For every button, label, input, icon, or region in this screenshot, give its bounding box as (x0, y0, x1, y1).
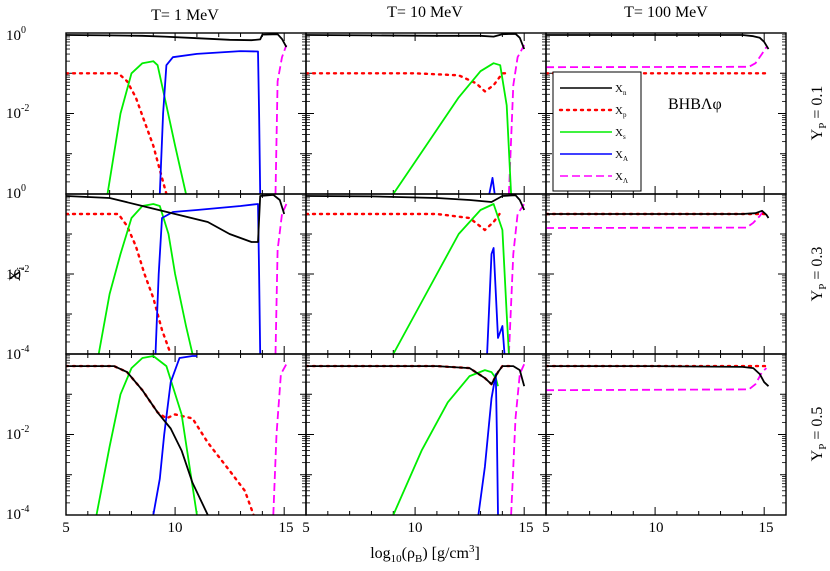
eos-label: BHBΛφ (668, 96, 722, 113)
x-tick-col3-5: 5 (542, 520, 550, 536)
series-line-Xs (106, 60, 187, 194)
y-tick-labels: 100 10-2 100 10-2 10-4 10-2 10-4 (6, 25, 29, 523)
series-line-Xs (97, 203, 194, 354)
panel-t10-yp01 (305, 32, 547, 195)
panel-frame (545, 353, 787, 516)
series-line-XLam (546, 46, 768, 69)
series-line-XLam (546, 209, 765, 229)
series-line-Xn (546, 34, 770, 50)
panel-t100-yp05 (545, 353, 787, 516)
axis-ticks (546, 193, 787, 355)
series-line-XA (477, 373, 499, 515)
series-line-Xn (66, 33, 288, 48)
x-tick-col1-10: 10 (168, 520, 183, 536)
panel-frame (65, 32, 307, 195)
row-label-yp05: YP = 0.5 (809, 407, 829, 462)
legend-label-n: Xn (615, 83, 627, 97)
series-line-Xn (306, 365, 526, 387)
series-line-XLam (274, 203, 288, 354)
axis-ticks (546, 353, 787, 516)
series-line-Xn (66, 194, 286, 243)
series-line-Xp (66, 72, 168, 194)
axis-ticks (66, 32, 307, 195)
x-axis-title: log10(ρB) [g/cm3] (370, 543, 480, 565)
y-tick-row3-mid: 10-2 (6, 424, 29, 443)
column-title-t100: T= 100 MeV (624, 4, 708, 21)
series-line-XLam (508, 44, 525, 194)
x-tick-col3-15: 15 (759, 520, 774, 536)
panel-t10-yp05 (305, 353, 547, 516)
legend-label-p: Xp (615, 105, 627, 119)
x-tick-col1-5: 5 (62, 520, 70, 536)
series-line-Xp (306, 72, 508, 93)
y-tick-row2-bot: 10-4 (6, 344, 29, 363)
axis-ticks (66, 193, 307, 355)
series-line-XLam (272, 363, 288, 515)
legend-label-s: Xs (615, 127, 626, 141)
series-line-XLam (510, 363, 526, 515)
series-line-Xn (306, 33, 526, 50)
x-tick-labels: 5 10 15 5 10 15 5 10 15 (62, 520, 773, 536)
axis-ticks (306, 353, 547, 516)
y-tick-row1-bot: 100 (6, 183, 26, 202)
legend-label-Lambda: XΛ (615, 171, 628, 185)
series-line-Xp (66, 364, 255, 515)
row-label-yp03: YP = 0.3 (809, 247, 829, 302)
series-line-Xn (546, 209, 770, 219)
panel-frame (305, 353, 547, 516)
y-tick-row3-bot: 10-4 (6, 504, 29, 523)
x-tick-col2-15: 15 (519, 520, 534, 536)
series-line-Xp (306, 208, 504, 232)
y-tick-row1-mid: 10-2 (6, 103, 29, 122)
series-line-Xs (392, 369, 499, 515)
series-line-Xn (66, 365, 209, 515)
x-tick-col2-10: 10 (408, 520, 423, 536)
panel-frame (65, 193, 307, 355)
series-line-XLam (274, 44, 288, 194)
series-line-Xp (306, 364, 515, 386)
series-line-XA (154, 203, 262, 354)
panel-t1-yp03 (65, 193, 307, 355)
y-tick-row2-mid: 10-2 (6, 264, 29, 283)
panel-frame (545, 193, 787, 355)
panel-t1-yp01 (65, 32, 307, 195)
series-line-XLam (546, 367, 768, 392)
y-axis-title: Xi (7, 267, 27, 282)
series-line-XA (486, 247, 506, 354)
series-line-Xn (546, 365, 770, 387)
panel-t10-yp03 (305, 193, 547, 355)
series-line-XLam (508, 203, 525, 354)
x-tick-col1-15: 15 (279, 520, 294, 536)
series-line-Xn (306, 194, 526, 211)
x-tick-col2-5: 5 (302, 520, 310, 536)
series-line-Xp (66, 212, 172, 354)
series-line-Xs (392, 203, 510, 354)
x-tick-col3-10: 10 (649, 520, 664, 536)
series-line-XA (152, 355, 197, 515)
panel-t1-yp05 (65, 353, 307, 516)
series-line-XA (488, 177, 496, 194)
legend-label-A: XA (615, 149, 628, 163)
series-line-Xs (392, 62, 512, 194)
row-label-yp01: YP = 0.1 (809, 86, 829, 141)
column-title-t1: T= 1 MeV (151, 7, 219, 24)
series-line-XA (158, 50, 262, 194)
y-tick-row1-top: 100 (6, 25, 26, 44)
panel-t100-yp03 (545, 193, 787, 355)
series-line-Xs (95, 355, 198, 515)
legend: Xn Xp Xs XA XΛ (552, 71, 642, 192)
column-title-t10: T= 10 MeV (387, 4, 463, 21)
